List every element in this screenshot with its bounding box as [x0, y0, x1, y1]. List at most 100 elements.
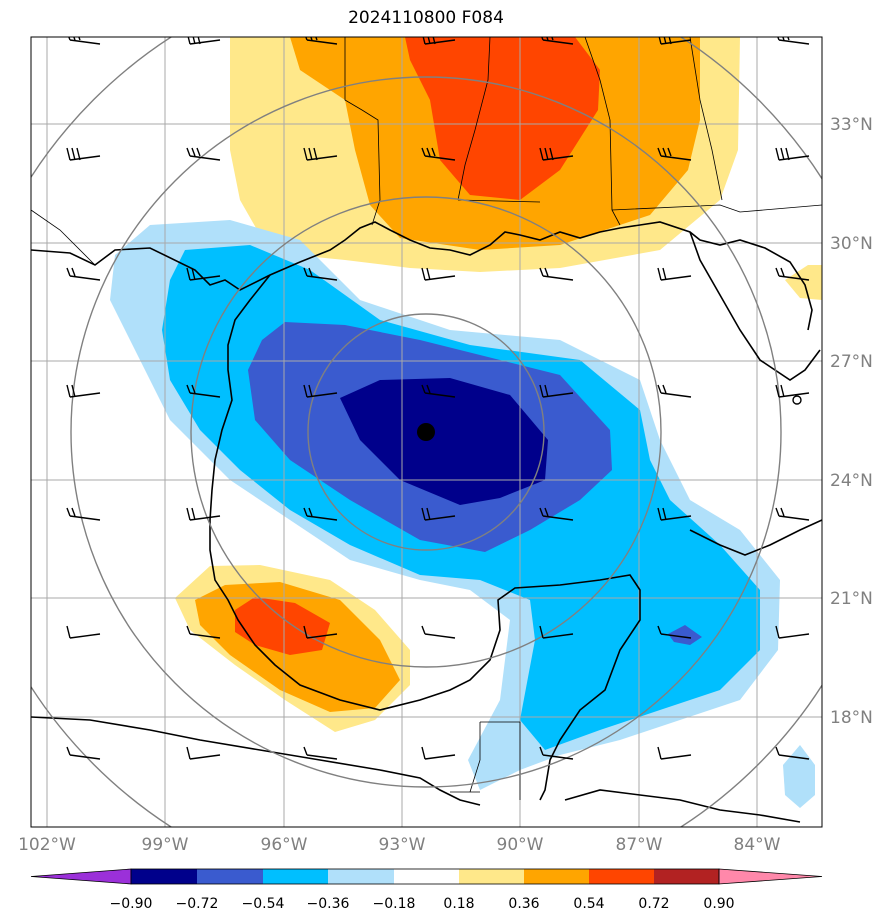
- wind-barb: [66, 384, 101, 398]
- wind-barb: [303, 507, 338, 521]
- wind-barb: [541, 37, 574, 45]
- colorbar-tick-label: 0.54: [573, 896, 604, 912]
- wind-barbs: [66, 37, 810, 760]
- colorbar-segment: [328, 869, 394, 884]
- lat-label: 30°N: [830, 234, 873, 254]
- lat-label: 33°N: [830, 115, 873, 135]
- wind-barb: [421, 384, 456, 398]
- lon-label: 102°W: [18, 835, 76, 855]
- wind-barb: [775, 384, 810, 398]
- anomaly-blue-spot: [668, 625, 702, 645]
- colorbar: [30, 868, 823, 885]
- map-title: 2024110800 F084: [348, 8, 504, 28]
- map-frame: [30, 36, 823, 828]
- wind-barb: [539, 384, 574, 398]
- wind-barb: [66, 147, 101, 161]
- coastlines: [31, 221, 822, 823]
- wind-barb: [421, 267, 456, 281]
- colorbar-segment: [263, 869, 328, 884]
- wind-barb: [66, 507, 101, 521]
- longitude-labels: 102°W 99°W 96°W 93°W 90°W 87°W 84°W: [18, 835, 781, 855]
- colorbar-ticks: −0.90 −0.72 −0.54 −0.36 −0.18 0.18 0.36 …: [110, 896, 735, 912]
- wind-barb: [777, 37, 810, 45]
- small-island-marker: [792, 395, 802, 405]
- wind-barb: [187, 37, 221, 45]
- anomaly-red-south: [235, 597, 330, 655]
- wind-barb: [657, 267, 692, 281]
- wind-barb: [303, 267, 338, 281]
- lat-label: 21°N: [830, 589, 873, 609]
- wind-barb: [186, 625, 221, 639]
- wind-barb: [657, 746, 692, 760]
- wind-barb: [421, 147, 456, 161]
- colorbar-segment: [654, 869, 719, 884]
- southeast-coast: [564, 789, 801, 823]
- colorbar-frame: [130, 868, 720, 885]
- wind-barb: [421, 507, 456, 521]
- colorbar-tick-label: 0.72: [638, 896, 669, 912]
- gulf-coast-north: [31, 221, 813, 331]
- wind-barb: [422, 37, 456, 45]
- colorbar-segment: [524, 869, 589, 884]
- wind-barb: [186, 384, 221, 398]
- wind-barb: [775, 267, 810, 281]
- wind-barb: [186, 267, 221, 281]
- wind-barb: [658, 37, 692, 45]
- wind-barb: [303, 147, 338, 161]
- wind-barb: [539, 625, 574, 639]
- wind-barb: [657, 384, 692, 398]
- wind-barb: [775, 147, 810, 161]
- colorbar-tick-label: −0.90: [110, 896, 153, 912]
- lat-label: 24°N: [830, 471, 873, 491]
- range-rings: [31, 37, 822, 827]
- colorbar-tick-label: −0.54: [242, 896, 285, 912]
- colorbar-tick-label: −0.18: [373, 896, 416, 912]
- wind-barb: [775, 507, 810, 521]
- wind-barb: [303, 384, 338, 398]
- graticule: [31, 37, 822, 827]
- colorbar-segment: [459, 869, 524, 884]
- anomaly-dark-blue: [340, 378, 548, 505]
- wind-barb: [66, 267, 101, 281]
- lat-label: 27°N: [830, 352, 873, 372]
- wind-barb: [657, 507, 692, 521]
- wind-barb: [539, 746, 574, 760]
- lat-label: 18°N: [830, 708, 873, 728]
- wind-barb: [657, 147, 692, 161]
- wind-barb: [66, 746, 101, 760]
- colorbar-extend-low: [30, 868, 132, 885]
- florida-coast: [689, 231, 821, 381]
- colorbar-tick-label: 0.90: [703, 896, 734, 912]
- wind-barb: [539, 507, 574, 521]
- central-america-coast: [31, 716, 481, 806]
- anomaly-light-blue-se: [783, 745, 815, 808]
- colorbar-tick-label: −0.36: [307, 896, 350, 912]
- lon-label: 96°W: [261, 835, 308, 855]
- texas-mexico-coast: [209, 274, 641, 801]
- wind-barb: [657, 625, 692, 639]
- lon-label: 84°W: [734, 835, 781, 855]
- colorbar-tick-label: 0.36: [508, 896, 539, 912]
- wind-barb: [539, 147, 574, 161]
- colorbar-segment: [131, 869, 197, 884]
- colorbar-tick-label: −0.72: [176, 896, 219, 912]
- lon-label: 90°W: [497, 835, 544, 855]
- lon-label: 99°W: [142, 835, 189, 855]
- wind-barb: [186, 507, 221, 521]
- lon-label: 93°W: [379, 835, 426, 855]
- wind-barb: [66, 625, 101, 639]
- wind-barb: [421, 625, 456, 639]
- wind-barb: [539, 267, 574, 281]
- wind-barb: [303, 746, 338, 760]
- colorbar-tick-label: 0.18: [443, 896, 474, 912]
- latitude-labels: 33°N 30°N 27°N 24°N 21°N 18°N: [830, 115, 873, 728]
- wind-barb: [775, 625, 810, 639]
- storm-center-marker: [417, 423, 435, 441]
- wind-barb: [186, 147, 221, 161]
- colorbar-segment: [394, 869, 459, 884]
- colorbar-segment: [197, 869, 263, 884]
- cuba-coast: [689, 519, 822, 556]
- wind-barb: [421, 746, 456, 760]
- lon-label: 87°W: [616, 835, 663, 855]
